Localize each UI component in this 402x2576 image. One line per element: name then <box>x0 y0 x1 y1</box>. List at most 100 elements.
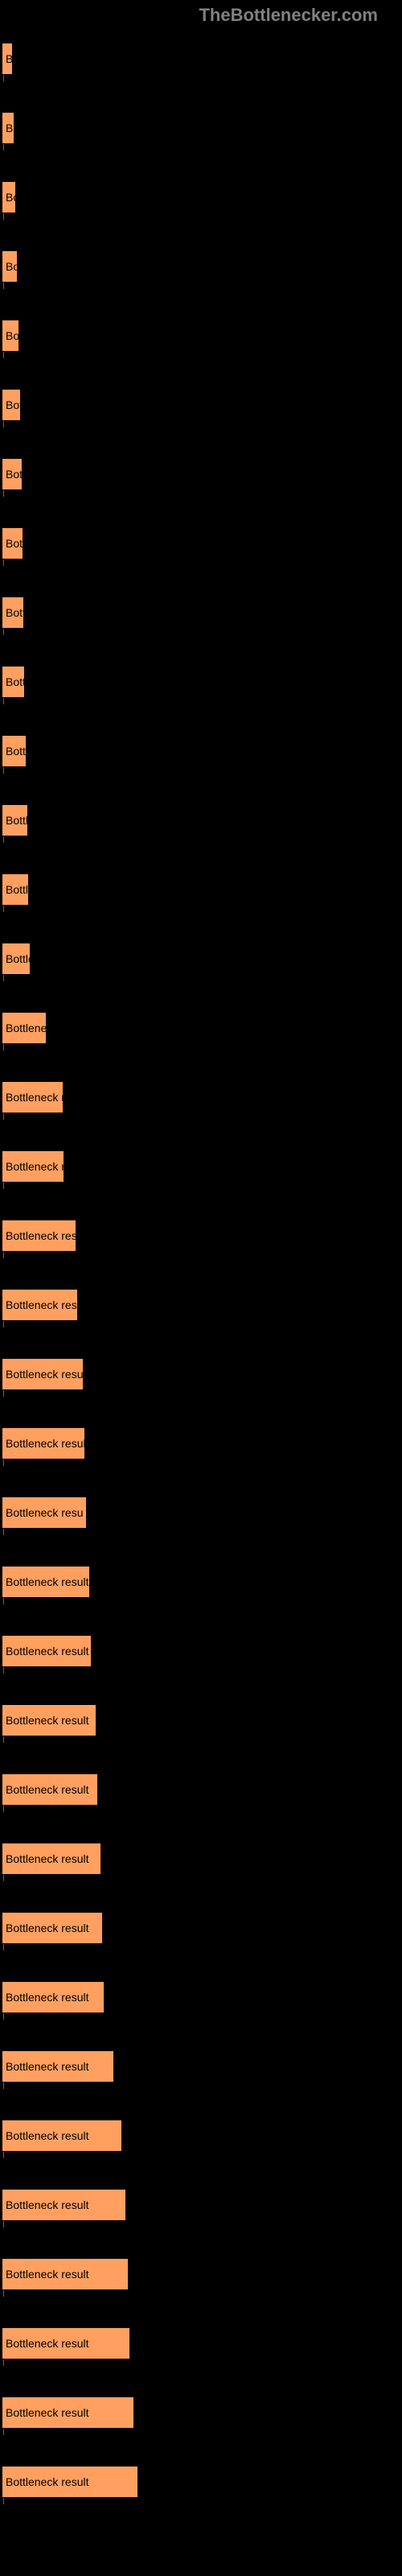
bar-row: Bottleneck result <box>2 1201 402 1270</box>
tick-mark <box>3 283 4 289</box>
bar-label: Bottleneck result <box>6 2337 89 2350</box>
tick-mark <box>3 2290 4 2297</box>
tick-mark <box>3 629 4 635</box>
bar-row: Bottle <box>2 716 402 786</box>
bar-label: Bottlen <box>6 814 28 827</box>
bar-row: Bottleneck result <box>2 1755 402 1824</box>
bar-label: Bottleneck result <box>6 1229 76 1242</box>
chart-bar: Bottleneck result <box>2 1220 76 1252</box>
chart-bar: Bottleneck result <box>2 1358 84 1390</box>
bar-row: Bottleneck result <box>2 2240 402 2309</box>
bar-row: Bottleneck res <box>2 1063 402 1132</box>
chart-bar: Bottle <box>2 735 27 767</box>
tick-mark <box>3 975 4 981</box>
tick-mark <box>3 1252 4 1258</box>
bar-label: Bottlen <box>6 952 31 965</box>
chart-bar: Bottleneck result <box>2 1635 92 1667</box>
bar-row: Bottl <box>2 647 402 716</box>
tick-mark <box>3 1944 4 1951</box>
bar-label: Bottleneck result <box>6 2060 89 2073</box>
chart-bar: Bo <box>2 112 14 144</box>
bar-label: Bottleneck result <box>6 1575 89 1588</box>
bar-label: Bottleneck result <box>6 1437 85 1450</box>
tick-mark <box>3 1044 4 1051</box>
chart-bar: Bottleneck result <box>2 1843 101 1875</box>
chart-bar: Bottleneck result <box>2 1912 103 1944</box>
tick-mark <box>3 1183 4 1189</box>
bar-row: Bottl <box>2 578 402 647</box>
watermark-text: TheBottlenecker.com <box>199 5 378 26</box>
tick-mark <box>3 2083 4 2089</box>
bar-label: Bottleneck res <box>6 1091 64 1104</box>
chart-bar: Bottlen <box>2 943 31 975</box>
tick-mark <box>3 1806 4 1812</box>
chart-bar: Bottleneck <box>2 1012 47 1044</box>
tick-mark <box>3 2013 4 2020</box>
tick-mark <box>3 1390 4 1397</box>
bar-label: Bottleneck resu <box>6 1506 84 1519</box>
bar-row: Bottle <box>2 855 402 924</box>
bar-label: Bo <box>6 191 16 204</box>
tick-mark <box>3 1736 4 1743</box>
bar-row: Bo <box>2 163 402 232</box>
bar-label: Bottleneck result <box>6 1852 89 1865</box>
chart-bar: Bottleneck res <box>2 1081 64 1113</box>
chart-bar: Bott <box>2 458 23 490</box>
chart-bar: Bottleneck result <box>2 1981 105 2013</box>
chart-bar: Bottleneck result <box>2 2258 129 2290</box>
bar-label: Bottleneck result <box>6 2198 89 2211</box>
chart-bar: Bottleneck result <box>2 2396 134 2429</box>
bar-label: Bott <box>6 468 23 481</box>
bar-row: Bot <box>2 301 402 370</box>
bar-row: Bottleneck result <box>2 2378 402 2447</box>
tick-mark <box>3 1529 4 1535</box>
bar-label: Bottleneck <box>6 1022 47 1034</box>
bar-row: Bottleneck result <box>2 2101 402 2170</box>
tick-mark <box>3 2498 4 2504</box>
tick-mark <box>3 836 4 843</box>
bar-row: Bottleneck resu <box>2 1478 402 1547</box>
tick-mark <box>3 421 4 427</box>
bar-label: Bottle <box>6 883 29 896</box>
tick-mark <box>3 1598 4 1604</box>
chart-bar: Bo <box>2 43 13 75</box>
bar-label: Bo <box>6 52 13 65</box>
tick-mark <box>3 1321 4 1327</box>
chart-bar: Bottleneck resu <box>2 1496 87 1529</box>
tick-mark <box>3 1113 4 1120</box>
chart-bar: Bottleneck result <box>2 1427 85 1459</box>
bar-label: Bottleneck result <box>6 1298 78 1311</box>
bar-row: Bottleneck result <box>2 2032 402 2101</box>
bar-label: Bottleneck result <box>6 1991 89 2004</box>
bar-label: Bottleneck result <box>6 1368 84 1381</box>
bar-row: Bottleneck result <box>2 2170 402 2240</box>
bar-row: Bot <box>2 232 402 301</box>
bar-label: Bot <box>6 329 19 342</box>
bar-label: Bottleneck re <box>6 1160 64 1173</box>
chart-bar: Bottleneck result <box>2 2466 138 2498</box>
chart-bar: Bottleneck re <box>2 1150 64 1183</box>
tick-mark <box>3 2359 4 2366</box>
chart-bar: Bottlen <box>2 804 28 836</box>
bar-row: Bottleneck result <box>2 2309 402 2378</box>
bar-row: Bo <box>2 24 402 93</box>
bar-row: Bottleneck <box>2 993 402 1063</box>
tick-mark <box>3 1667 4 1674</box>
bar-row: Bottlen <box>2 924 402 993</box>
chart-bar: Bot <box>2 250 18 283</box>
chart-bar: Bottleneck result <box>2 2120 122 2152</box>
bar-label: Bottl <box>6 606 24 619</box>
bar-row: Bottlen <box>2 786 402 855</box>
bar-row: Bottleneck result <box>2 1893 402 1963</box>
bar-label: Bottleneck result <box>6 1645 89 1657</box>
tick-mark <box>3 2152 4 2158</box>
bar-chart: BoBoBoBotBotBottBottBottBottlBottlBottle… <box>0 0 402 2533</box>
bar-row: Bottleneck result <box>2 2447 402 2516</box>
bar-label: Bo <box>6 122 14 134</box>
bar-label: Bottleneck result <box>6 2129 89 2142</box>
chart-bar: Bott <box>2 527 23 559</box>
tick-mark <box>3 213 4 220</box>
bar-label: Bottleneck result <box>6 2268 89 2281</box>
bar-label: Bot <box>6 260 18 273</box>
chart-bar: Bottleneck result <box>2 2327 130 2359</box>
